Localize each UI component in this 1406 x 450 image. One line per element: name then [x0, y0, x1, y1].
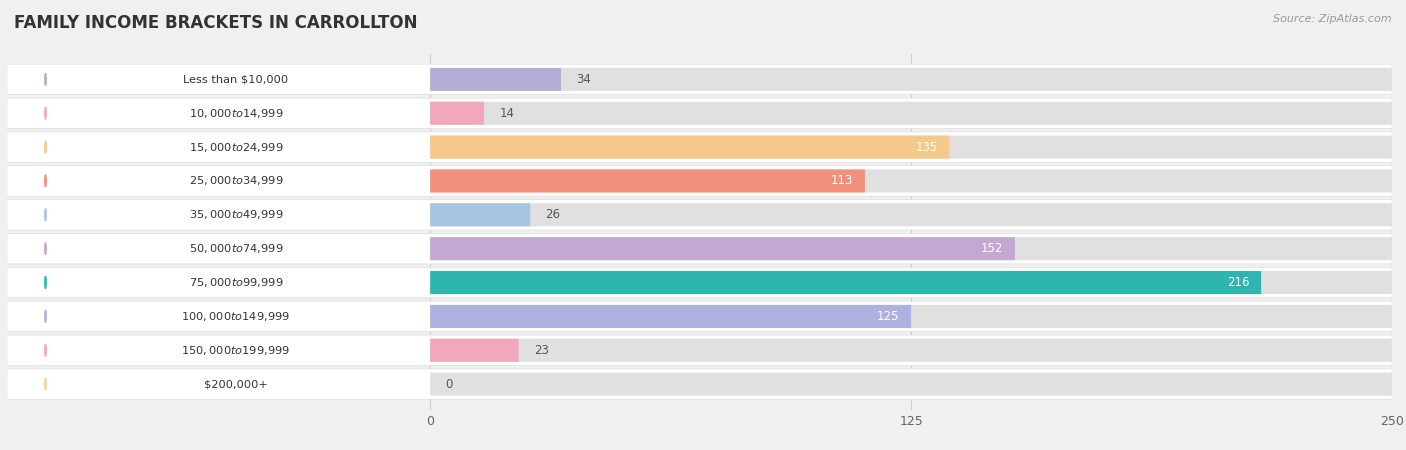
FancyBboxPatch shape: [18, 170, 423, 192]
FancyBboxPatch shape: [7, 64, 1392, 94]
FancyBboxPatch shape: [430, 271, 1261, 294]
FancyBboxPatch shape: [7, 301, 1392, 332]
Text: 34: 34: [576, 73, 592, 86]
FancyBboxPatch shape: [7, 335, 1392, 365]
Text: $35,000 to $49,999: $35,000 to $49,999: [188, 208, 283, 221]
FancyBboxPatch shape: [7, 132, 1392, 162]
FancyBboxPatch shape: [18, 305, 423, 328]
FancyBboxPatch shape: [430, 102, 1392, 125]
Text: 216: 216: [1227, 276, 1250, 289]
Text: Less than $10,000: Less than $10,000: [183, 74, 288, 85]
FancyBboxPatch shape: [430, 170, 865, 193]
FancyBboxPatch shape: [430, 203, 530, 226]
FancyBboxPatch shape: [7, 234, 1392, 264]
FancyBboxPatch shape: [18, 373, 423, 395]
FancyBboxPatch shape: [7, 369, 1392, 399]
FancyBboxPatch shape: [430, 170, 1392, 193]
FancyBboxPatch shape: [430, 339, 1392, 362]
Text: 23: 23: [534, 344, 548, 357]
FancyBboxPatch shape: [18, 102, 423, 124]
Text: 113: 113: [831, 175, 853, 188]
FancyBboxPatch shape: [18, 68, 423, 90]
FancyBboxPatch shape: [7, 98, 1392, 129]
FancyBboxPatch shape: [18, 238, 423, 260]
Text: $25,000 to $34,999: $25,000 to $34,999: [188, 175, 283, 188]
Text: 14: 14: [499, 107, 515, 120]
FancyBboxPatch shape: [430, 237, 1015, 260]
FancyBboxPatch shape: [430, 135, 949, 158]
Text: FAMILY INCOME BRACKETS IN CARROLLTON: FAMILY INCOME BRACKETS IN CARROLLTON: [14, 14, 418, 32]
FancyBboxPatch shape: [430, 305, 911, 328]
Text: $15,000 to $24,999: $15,000 to $24,999: [188, 140, 283, 153]
Text: 152: 152: [981, 242, 1004, 255]
FancyBboxPatch shape: [430, 237, 1392, 260]
FancyBboxPatch shape: [18, 204, 423, 226]
FancyBboxPatch shape: [430, 102, 484, 125]
Text: $75,000 to $99,999: $75,000 to $99,999: [188, 276, 283, 289]
Text: $50,000 to $74,999: $50,000 to $74,999: [188, 242, 283, 255]
Text: $150,000 to $199,999: $150,000 to $199,999: [181, 344, 291, 357]
Text: Source: ZipAtlas.com: Source: ZipAtlas.com: [1274, 14, 1392, 23]
FancyBboxPatch shape: [430, 135, 1392, 158]
FancyBboxPatch shape: [7, 200, 1392, 230]
FancyBboxPatch shape: [430, 68, 561, 91]
FancyBboxPatch shape: [18, 339, 423, 361]
Text: 135: 135: [915, 140, 938, 153]
FancyBboxPatch shape: [430, 68, 1392, 91]
Text: $100,000 to $149,999: $100,000 to $149,999: [181, 310, 291, 323]
Text: $200,000+: $200,000+: [204, 379, 267, 389]
FancyBboxPatch shape: [7, 166, 1392, 196]
Text: 125: 125: [877, 310, 900, 323]
Text: 0: 0: [446, 378, 453, 391]
FancyBboxPatch shape: [18, 136, 423, 158]
FancyBboxPatch shape: [430, 203, 1392, 226]
FancyBboxPatch shape: [430, 305, 1392, 328]
FancyBboxPatch shape: [18, 271, 423, 294]
FancyBboxPatch shape: [430, 271, 1392, 294]
Text: $10,000 to $14,999: $10,000 to $14,999: [188, 107, 283, 120]
FancyBboxPatch shape: [430, 373, 1392, 396]
Text: 26: 26: [546, 208, 561, 221]
FancyBboxPatch shape: [430, 339, 519, 362]
FancyBboxPatch shape: [7, 267, 1392, 298]
